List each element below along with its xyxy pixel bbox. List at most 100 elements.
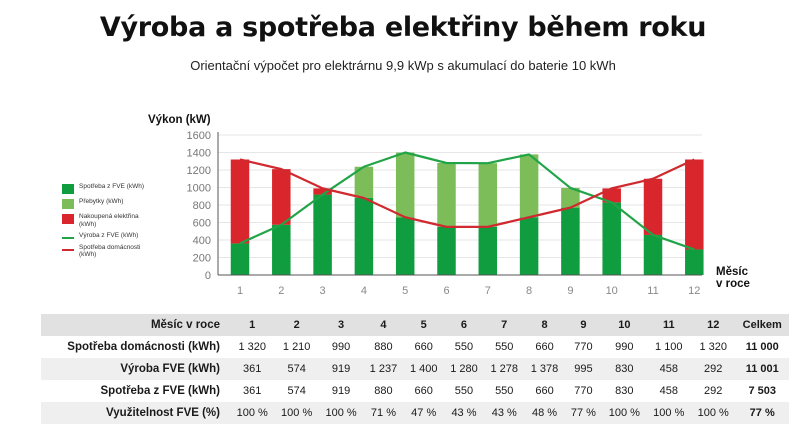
table-cell: 100 % [318,402,364,424]
table-cell: 1 320 [238,341,266,353]
x-tick-label: 3 [320,285,326,297]
y-tick-label: 800 [193,200,211,212]
row-total: 11 001 [735,358,789,380]
table-header-month: 6 [443,314,485,336]
table-header-month: 5 [403,314,444,336]
table-cell: 458 [659,385,678,397]
y-tick-label: 1000 [187,183,211,195]
x-tick-label: 5 [402,285,408,297]
row-total: 77 % [735,402,789,424]
table-cell: 660 [414,385,433,397]
legend-item-consumption-line: Spotřeba domácnosti (kWh) [62,244,162,259]
table-cell: 550 [495,385,514,397]
table-cell: 995 [564,358,603,380]
table-cell: 990 [615,341,634,353]
bar-purchased [313,188,332,195]
chart-legend: Spotřeba z FVE (kWh) Přebytky (kWh) Nako… [62,183,162,263]
table-header-row: Měsíc v roce 1 2 3 4 5 6 7 8 9 10 11 12 Celkem [41,314,789,336]
table-cell: 770 [574,341,593,353]
bar-surplus [478,163,498,227]
legend-item-self-consumption: Spotřeba z FVE (kWh) [62,183,162,194]
table-cell: 43 % [443,402,485,424]
table-cell: 919 [318,358,364,380]
table-cell: 770 [574,385,593,397]
table-cell: 1 210 [282,341,311,353]
legend-line-consumption [62,248,74,251]
table-cell: 830 [602,358,647,380]
table-cell: 574 [287,385,306,397]
legend-label: Nakoupená elektřina (kWh) [79,213,139,228]
row-label: Využitelnost FVE (%) [41,402,230,424]
table-cell: 550 [495,341,514,353]
table-cell: 77 % [564,402,603,424]
legend-swatch-purchased [62,214,74,224]
table-cell: 1 378 [524,358,565,380]
x-tick-label: 1 [237,285,243,297]
x-tick-label: 8 [526,285,532,297]
table-header-month: 10 [602,314,647,336]
bar-self-consumption [519,217,539,275]
table-header-month: 12 [691,314,736,336]
x-tick-label: 12 [688,285,700,297]
x-axis-title: v roce [716,278,750,290]
row-total: 11 000 [745,341,779,353]
x-tick-label: 7 [485,285,491,297]
legend-label: Spotřeba domácnosti (kWh) [79,243,141,259]
row-total: 7 503 [748,385,776,397]
bar-surplus [354,166,374,198]
bar-self-consumption [272,224,291,275]
x-tick-label: 2 [278,285,284,297]
table-header-total: Celkem [735,314,789,336]
table-cell: 47 % [403,402,444,424]
table-cell: 292 [704,385,723,397]
y-tick-label: 600 [193,218,211,230]
y-axis-title: Výkon (kW) [148,114,211,126]
table-cell: 100 % [230,402,275,424]
bar-self-consumption [685,249,704,275]
table-header-month: 1 [230,314,275,336]
y-tick-label: 1600 [187,130,211,142]
bar-self-consumption [437,226,456,275]
bar-self-consumption [561,207,580,275]
table-cell: 48 % [524,402,565,424]
table-cell: 550 [454,341,474,353]
table-cell: 919 [331,385,351,397]
bar-purchased [272,169,291,225]
bar-surplus [561,187,580,208]
bar-purchased [685,159,704,250]
legend-line-production [62,237,74,239]
table-header-month: 3 [318,314,364,336]
bar-self-consumption [395,217,415,275]
table-header-month: 7 [484,314,525,336]
table-cell: 1 100 [655,341,683,353]
x-tick-label: 11 [647,285,658,297]
table-cell: 550 [454,385,474,397]
row-label: Spotřeba z FVE (kWh) [100,385,220,397]
y-tick-label: 0 [205,270,211,282]
legend-item-surplus: Přebytky (kWh) [62,198,162,209]
bar-surplus [437,163,456,227]
series-line-production [239,151,695,251]
bar-purchased [230,159,250,244]
table-cell: 100 % [602,402,647,424]
table-cell: 361 [230,358,275,380]
bar-self-consumption [643,234,663,275]
x-tick-label: 4 [361,285,367,297]
x-axis-title: Měsíc [716,266,749,278]
table-cell: 660 [414,341,433,353]
table-row: Spotřeba domácnosti (kWh) 1 320 1 210 990 88… [41,336,789,358]
legend-label: Výroba z FVE (kWh) [79,232,139,239]
series-line-consumption [239,158,695,228]
y-tick-label: 1400 [187,148,211,160]
table-row: Využitelnost FVE (%) 100 % 100 % 100 % 71 % 4… [41,402,789,424]
table-cell: 830 [615,385,634,397]
table-cell: 100 % [646,402,691,424]
table-cell: 100 % [274,402,319,424]
page-subtitle: Orientační výpočet pro elektrárnu 9,9 kW… [190,58,616,73]
table-header-month: 9 [564,314,603,336]
legend-swatch-surplus [62,199,74,209]
energy-chart: 0 200 400 600 800 1000 1200 1400 1600 Výkon (kW) M… [148,114,750,297]
table-cell: 71 % [363,402,404,424]
table-cell: 43 % [484,402,525,424]
bar-purchased [643,178,663,235]
